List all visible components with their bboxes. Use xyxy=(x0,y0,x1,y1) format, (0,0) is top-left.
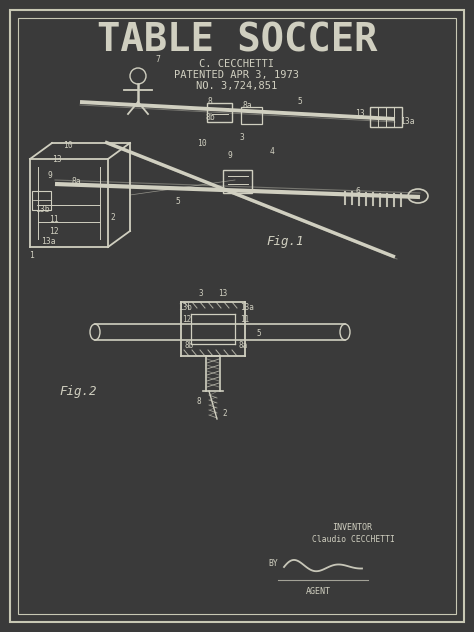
Text: 8a: 8a xyxy=(242,102,252,111)
Text: 8b: 8b xyxy=(205,114,215,123)
Text: Fig.1: Fig.1 xyxy=(266,236,304,248)
Text: AGENT: AGENT xyxy=(306,588,330,597)
Text: PATENTED APR 3, 1973: PATENTED APR 3, 1973 xyxy=(174,70,300,80)
Text: 5: 5 xyxy=(257,329,261,339)
FancyBboxPatch shape xyxy=(370,107,402,127)
Text: Fig.2: Fig.2 xyxy=(59,386,97,399)
Text: 11: 11 xyxy=(240,315,250,324)
Text: INVENTOR: INVENTOR xyxy=(332,523,372,532)
Text: 10: 10 xyxy=(197,140,207,149)
FancyBboxPatch shape xyxy=(241,107,263,123)
Text: NO. 3,724,851: NO. 3,724,851 xyxy=(196,81,278,91)
Text: 8: 8 xyxy=(208,97,212,107)
Ellipse shape xyxy=(90,324,100,340)
Text: 4: 4 xyxy=(270,147,274,157)
Ellipse shape xyxy=(340,324,350,340)
Text: 9: 9 xyxy=(228,152,232,161)
Text: 13b: 13b xyxy=(35,205,49,214)
Text: 1: 1 xyxy=(29,250,35,260)
Text: 5: 5 xyxy=(175,197,181,207)
Text: 8a: 8a xyxy=(71,178,81,186)
Text: 2: 2 xyxy=(223,408,228,418)
Text: 2: 2 xyxy=(110,212,116,221)
Text: 13a: 13a xyxy=(240,303,254,312)
FancyBboxPatch shape xyxy=(208,102,233,121)
Text: 3: 3 xyxy=(239,133,245,142)
Ellipse shape xyxy=(408,189,428,203)
Text: 10: 10 xyxy=(63,140,73,150)
Text: BY: BY xyxy=(268,559,278,569)
Text: 8: 8 xyxy=(197,396,201,406)
FancyBboxPatch shape xyxy=(224,169,253,193)
Text: 12: 12 xyxy=(49,226,59,236)
Text: TABLE SOCCER: TABLE SOCCER xyxy=(97,21,377,59)
FancyBboxPatch shape xyxy=(33,190,52,209)
Circle shape xyxy=(130,68,146,84)
Text: C. CECCHETTI: C. CECCHETTI xyxy=(200,59,274,69)
Text: 13a: 13a xyxy=(400,118,414,126)
Text: 7: 7 xyxy=(155,56,160,64)
Text: 13a: 13a xyxy=(41,238,55,246)
Text: 8b: 8b xyxy=(184,341,193,351)
Text: 13: 13 xyxy=(52,155,62,164)
Text: 11: 11 xyxy=(49,216,59,224)
Text: Claudio CECCHETTI: Claudio CECCHETTI xyxy=(312,535,395,545)
Text: 13b: 13b xyxy=(178,303,192,312)
Text: 12: 12 xyxy=(182,315,191,324)
Text: 9: 9 xyxy=(47,171,53,179)
Text: 6: 6 xyxy=(356,188,360,197)
Text: 5: 5 xyxy=(298,97,302,107)
Text: 3: 3 xyxy=(199,288,203,298)
Text: 13: 13 xyxy=(355,109,365,119)
Text: 8a: 8a xyxy=(238,341,247,351)
Text: 13: 13 xyxy=(219,288,228,298)
